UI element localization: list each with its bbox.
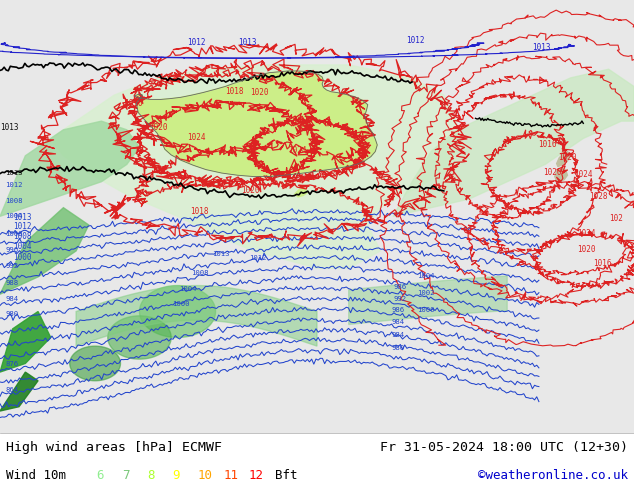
Text: 1008: 1008 [13, 232, 31, 241]
Text: 1008: 1008 [5, 198, 23, 204]
Polygon shape [557, 151, 571, 167]
Text: 12: 12 [249, 469, 264, 482]
Text: 1018: 1018 [190, 207, 209, 216]
Polygon shape [295, 188, 307, 197]
Text: 8: 8 [147, 469, 155, 482]
Text: 984: 984 [392, 333, 405, 339]
Text: 1024: 1024 [577, 229, 595, 238]
Text: 9: 9 [172, 469, 180, 482]
Text: 988: 988 [5, 280, 18, 286]
Text: 992: 992 [393, 295, 406, 302]
Text: 1013: 1013 [533, 43, 551, 52]
Polygon shape [393, 69, 634, 217]
Text: Wind 10m: Wind 10m [6, 469, 67, 482]
Text: 1013: 1013 [13, 213, 31, 222]
Text: 864: 864 [5, 387, 18, 392]
Text: 1000: 1000 [13, 253, 31, 262]
Text: 1028: 1028 [590, 192, 608, 201]
Text: 1020: 1020 [250, 88, 269, 97]
Text: 1024: 1024 [288, 146, 307, 155]
Text: 1018: 1018 [225, 87, 243, 97]
Text: Fr 31-05-2024 18:00 UTC (12+30): Fr 31-05-2024 18:00 UTC (12+30) [380, 441, 628, 454]
Text: 980: 980 [5, 311, 18, 317]
Text: 1016: 1016 [124, 99, 142, 108]
Text: 1013: 1013 [0, 123, 18, 132]
Text: 996: 996 [5, 247, 18, 253]
Polygon shape [0, 121, 139, 217]
Text: 1013: 1013 [238, 38, 256, 48]
Text: 1004: 1004 [13, 242, 31, 251]
Text: 984: 984 [5, 295, 18, 302]
Text: 7: 7 [122, 469, 129, 482]
Polygon shape [139, 286, 216, 338]
Text: 1012: 1012 [5, 182, 23, 188]
Polygon shape [76, 286, 317, 346]
Text: 876: 876 [5, 361, 18, 367]
Text: High wind areas [hPa] ECMWF: High wind areas [hPa] ECMWF [6, 441, 223, 454]
Text: 1016: 1016 [538, 140, 556, 149]
Text: 1024: 1024 [187, 133, 205, 142]
Polygon shape [0, 372, 38, 411]
Text: 11: 11 [223, 469, 238, 482]
Text: 986: 986 [393, 284, 406, 290]
Polygon shape [108, 316, 171, 359]
Text: 986: 986 [392, 307, 405, 314]
Text: 1020: 1020 [241, 186, 259, 195]
Text: 1012: 1012 [187, 38, 205, 48]
Text: 984: 984 [392, 318, 405, 325]
Text: 1024: 1024 [574, 171, 592, 179]
Text: 1013: 1013 [212, 251, 230, 257]
Text: 1000: 1000 [172, 301, 190, 307]
Text: 1020: 1020 [149, 123, 167, 132]
Text: 1004: 1004 [5, 214, 23, 220]
Text: 1000: 1000 [417, 307, 435, 314]
Text: 1012: 1012 [13, 222, 31, 231]
Text: Bft: Bft [275, 469, 297, 482]
Text: 10: 10 [198, 469, 213, 482]
Text: 1013: 1013 [5, 170, 23, 176]
Polygon shape [70, 346, 120, 381]
Text: 980: 980 [392, 344, 405, 351]
Polygon shape [555, 168, 567, 182]
Text: 1012: 1012 [249, 255, 267, 261]
Text: ©weatheronline.co.uk: ©weatheronline.co.uk [477, 469, 628, 482]
Text: 1020: 1020 [558, 153, 576, 162]
Polygon shape [349, 276, 507, 324]
Text: 6: 6 [96, 469, 104, 482]
Text: 1002: 1002 [417, 290, 435, 296]
Polygon shape [0, 312, 51, 372]
Text: 1020: 1020 [543, 168, 561, 177]
Polygon shape [134, 71, 377, 176]
Text: 1004: 1004 [179, 286, 197, 292]
Text: 1008: 1008 [191, 270, 209, 276]
Text: 992: 992 [5, 263, 18, 270]
Text: 1000: 1000 [5, 231, 23, 237]
Text: 1020: 1020 [577, 245, 595, 254]
Text: 1012: 1012 [406, 36, 424, 45]
Polygon shape [0, 208, 89, 294]
Text: 102: 102 [609, 214, 623, 222]
Text: 1016: 1016 [593, 259, 611, 268]
Polygon shape [51, 65, 456, 268]
Text: 1004: 1004 [417, 273, 435, 279]
